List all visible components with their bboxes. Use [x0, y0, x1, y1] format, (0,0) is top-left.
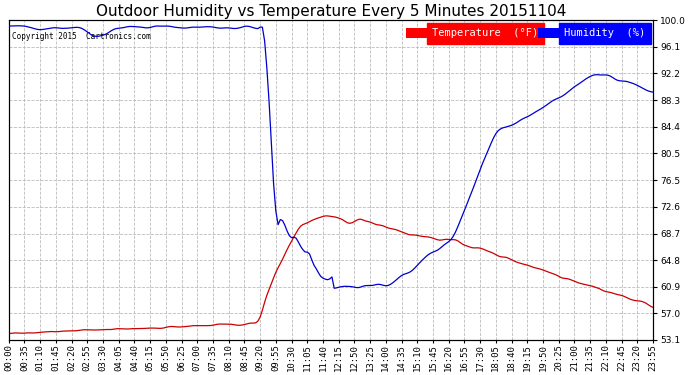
Title: Outdoor Humidity vs Temperature Every 5 Minutes 20151104: Outdoor Humidity vs Temperature Every 5 …	[96, 4, 566, 19]
Legend: Temperature  (°F), Humidity  (%): Temperature (°F), Humidity (%)	[404, 26, 648, 40]
Text: Copyright 2015  Cartronics.com: Copyright 2015 Cartronics.com	[12, 32, 150, 40]
